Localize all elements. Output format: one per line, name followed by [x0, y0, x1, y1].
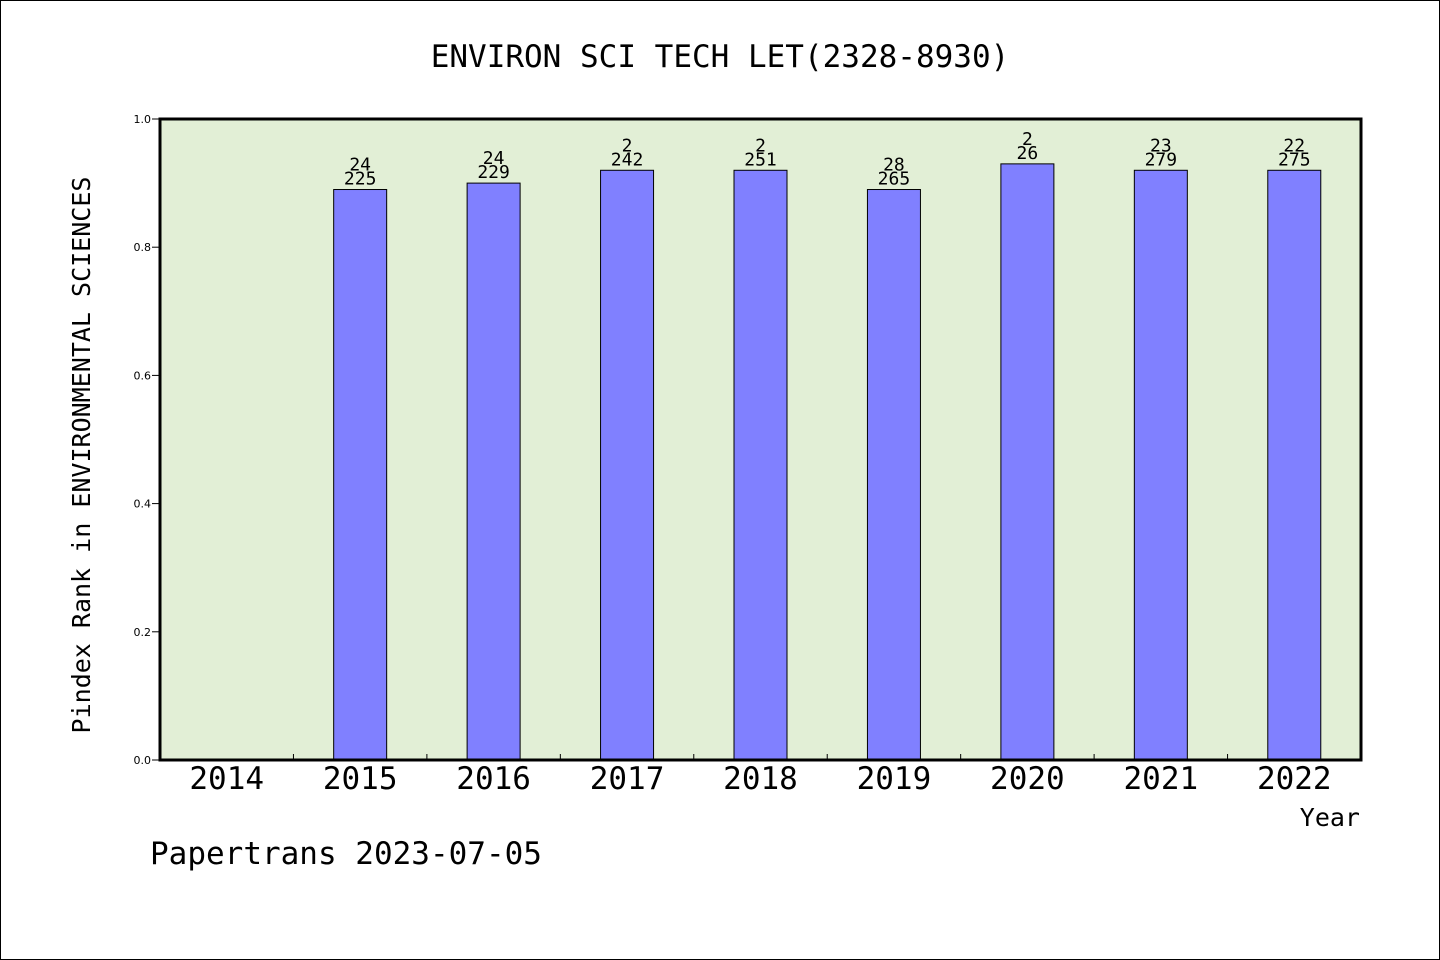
y-tick-label: 0.6 — [134, 369, 152, 382]
footer-credit: Papertrans 2023-07-05 — [150, 836, 542, 872]
x-tick-label: 2016 — [456, 761, 531, 797]
plot-border — [158, 117, 1363, 762]
data-label-bottom: 275 — [1278, 149, 1311, 170]
bar — [1133, 169, 1188, 761]
x-tick-label: 2015 — [323, 761, 398, 797]
x-tick-label: 2020 — [990, 761, 1065, 797]
y-tick-label: 0.8 — [134, 241, 152, 254]
data-label-top: 2 — [755, 135, 766, 156]
data-label-top: 24 — [483, 148, 505, 169]
data-label-bottom: 251 — [744, 149, 777, 170]
chart-title: ENVIRON SCI TECH LET(2328-8930) — [431, 39, 1010, 75]
bar — [866, 189, 921, 761]
y-tick-label: 0.4 — [134, 498, 152, 511]
data-label-top: 2 — [622, 135, 633, 156]
x-axis-label: Year — [1300, 803, 1360, 832]
data-label-top: 23 — [1150, 135, 1172, 156]
bar — [466, 182, 521, 761]
x-tick-label: 2022 — [1257, 761, 1332, 797]
data-label-bottom: 242 — [611, 149, 644, 170]
y-tick-label: 1.0 — [134, 113, 152, 126]
x-tick-label: 2014 — [189, 761, 264, 797]
x-tick-label: 2017 — [590, 761, 665, 797]
bars-group — [333, 163, 1322, 761]
y-tick-label: 0.2 — [134, 626, 152, 639]
y-axis: 0.0 0.2 0.4 0.6 0.8 1.0 — [134, 113, 160, 767]
x-tick-label: 2018 — [723, 761, 798, 797]
bar — [333, 189, 388, 761]
y-tick-label: 0.0 — [134, 754, 152, 767]
data-label-bottom: 265 — [878, 169, 911, 190]
bar — [1267, 169, 1322, 761]
data-label-top: 22 — [1283, 135, 1305, 156]
data-label-top: 2 — [1022, 129, 1033, 150]
bar — [600, 169, 655, 761]
data-label-bottom: 279 — [1145, 149, 1178, 170]
x-tick-label: 2021 — [1124, 761, 1199, 797]
data-label-bottom: 229 — [477, 162, 510, 183]
data-label-top: 24 — [349, 155, 371, 176]
x-axis: 2014 2015 2016 2017 2018 2019 2020 2021 2022 — [189, 754, 1332, 797]
data-label-top: 28 — [883, 155, 905, 176]
x-tick-label: 2019 — [857, 761, 932, 797]
bar — [1000, 163, 1055, 761]
bar — [733, 169, 788, 761]
y-axis-label: Pindex Rank in ENVIRONMENTAL SCIENCES — [67, 177, 96, 734]
data-label-bottom: 26 — [1017, 143, 1039, 164]
data-label-bottom: 225 — [344, 169, 377, 190]
